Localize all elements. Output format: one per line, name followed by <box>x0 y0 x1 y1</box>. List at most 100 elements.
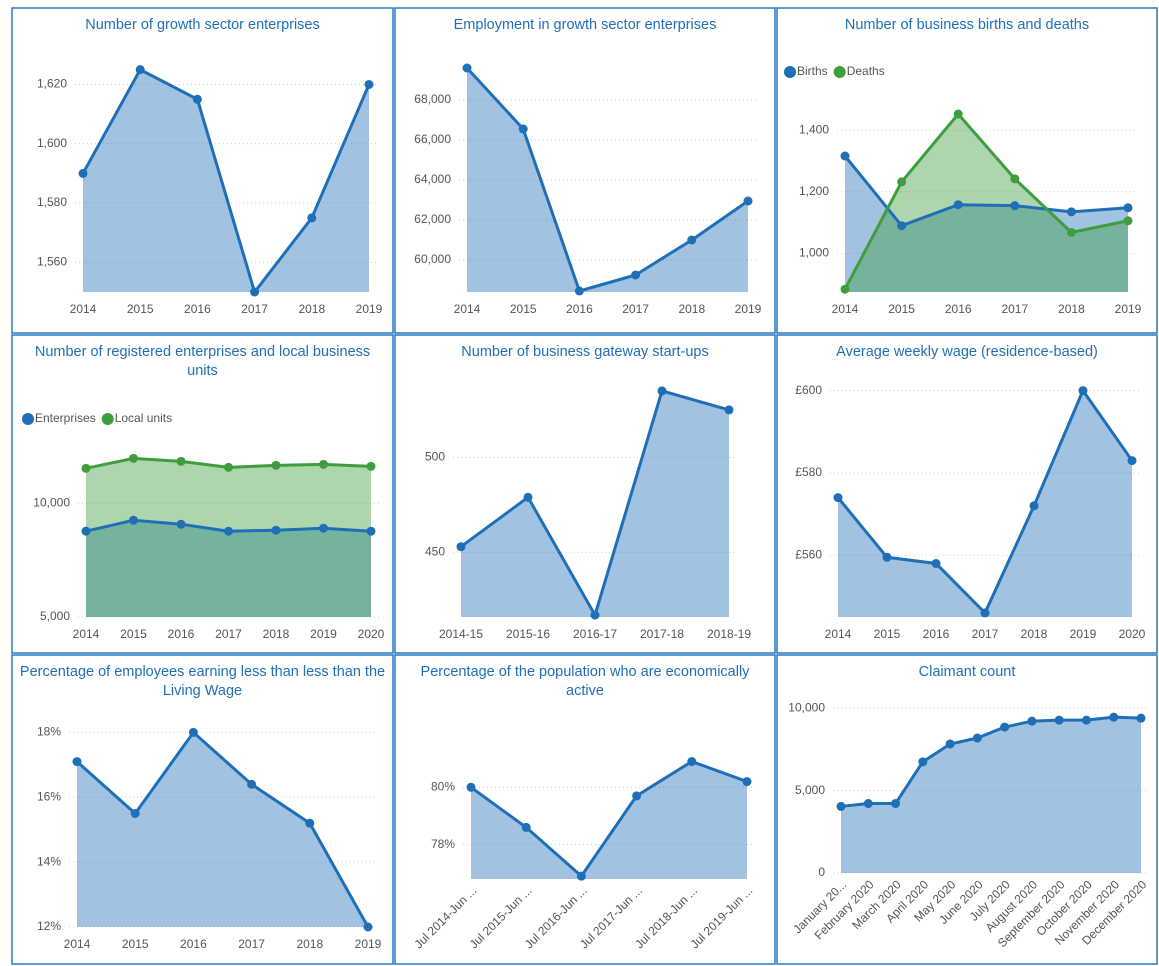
y-tick-label: 5,000 <box>40 609 70 623</box>
legend-marker <box>22 413 34 425</box>
point <box>882 552 892 562</box>
x-tick-label: 2017-18 <box>640 627 684 641</box>
point <box>78 168 88 178</box>
x-tick-label: 2015 <box>874 627 901 641</box>
panel-border <box>776 7 1158 334</box>
chart-title: Claimant count <box>918 664 1016 680</box>
area <box>86 520 371 617</box>
area <box>86 458 371 617</box>
x-tick-label: 2016 <box>945 302 972 316</box>
x-tick-label: 2014 <box>73 627 100 641</box>
point <box>363 922 373 932</box>
panel-border <box>394 334 776 654</box>
y-tick-label: 1,000 <box>799 246 829 260</box>
point <box>953 200 963 210</box>
point <box>631 270 641 280</box>
chart-title: Number of registered enterprises and loc… <box>34 344 371 379</box>
chart-title: Percentage of the population who are eco… <box>420 664 750 699</box>
point <box>81 526 91 536</box>
y-tick-label: 16% <box>37 789 61 803</box>
point <box>1081 715 1091 725</box>
legend-marker <box>101 413 114 425</box>
point <box>657 386 667 396</box>
point <box>1010 174 1020 184</box>
point <box>319 459 328 469</box>
point <box>1123 203 1133 213</box>
point <box>466 782 476 792</box>
x-tick-label: 2015-16 <box>506 627 550 641</box>
point <box>247 779 257 789</box>
point <box>953 109 963 119</box>
point <box>891 799 901 809</box>
y-tick-label: 68,000 <box>414 92 451 106</box>
point <box>1054 715 1064 725</box>
point <box>1078 386 1088 396</box>
point <box>840 151 850 161</box>
point <box>833 493 843 503</box>
point <box>135 65 145 75</box>
x-tick-label: 2019 <box>355 937 382 951</box>
y-tick-label: £560 <box>795 547 822 561</box>
line <box>465 66 749 293</box>
point <box>81 463 91 473</box>
x-tick-label: 2018 <box>1058 302 1085 316</box>
point <box>188 727 198 737</box>
y-tick-label: 10,000 <box>788 700 825 714</box>
x-tick-label: 2019 <box>356 302 383 316</box>
y-tick-label: 64,000 <box>414 172 451 186</box>
point <box>576 871 586 881</box>
point <box>918 757 928 767</box>
area <box>467 68 748 292</box>
line <box>840 715 1142 808</box>
x-tick-label: 2015 <box>122 937 149 951</box>
point <box>523 492 533 502</box>
x-tick-label: 2018 <box>298 302 325 316</box>
x-tick-label: 2015 <box>888 302 915 316</box>
x-tick-label: 2019 <box>735 302 762 316</box>
point <box>72 757 82 767</box>
point <box>307 213 317 223</box>
y-tick-label: 10,000 <box>33 495 70 509</box>
y-tick-label: 1,200 <box>799 184 829 198</box>
point <box>945 739 955 749</box>
x-tick-label: 2014 <box>454 302 481 316</box>
y-tick-label: 1,400 <box>799 122 829 136</box>
legend-label: Enterprises <box>35 411 96 425</box>
line <box>470 759 748 879</box>
y-tick-label: 12% <box>37 919 61 933</box>
area <box>471 761 747 879</box>
x-tick-label: 2019 <box>310 627 337 641</box>
x-tick-label: 2019 <box>1070 627 1097 641</box>
point <box>1136 713 1146 723</box>
point <box>305 818 315 828</box>
y-tick-label: 1,620 <box>37 77 67 91</box>
legend-label: Deaths <box>847 64 885 78</box>
line <box>76 730 370 928</box>
point <box>176 519 186 529</box>
x-tick-label: 2017 <box>215 627 242 641</box>
y-tick-label: 60,000 <box>414 252 451 266</box>
point <box>840 284 850 294</box>
point <box>462 63 472 73</box>
point <box>897 177 907 187</box>
x-tick-label: 2015 <box>120 627 147 641</box>
point <box>1066 207 1076 217</box>
y-tick-label: 62,000 <box>414 212 451 226</box>
x-tick-label: 2014-15 <box>439 627 483 641</box>
x-tick-label: 2014 <box>825 627 852 641</box>
point <box>1127 456 1137 466</box>
x-tick-label: 2014 <box>832 302 859 316</box>
point <box>521 822 531 832</box>
y-tick-label: 450 <box>425 545 445 559</box>
x-tick-label: 2014 <box>64 937 91 951</box>
point <box>1000 722 1010 732</box>
point <box>1029 501 1039 511</box>
x-tick-label: 2020 <box>1119 627 1146 641</box>
x-tick-label: 2017 <box>622 302 649 316</box>
x-tick-label: 2018 <box>1021 627 1048 641</box>
point <box>632 791 642 801</box>
x-tick-label: 2017 <box>1001 302 1028 316</box>
x-tick-label: 2017 <box>241 302 268 316</box>
y-tick-label: £580 <box>795 465 822 479</box>
